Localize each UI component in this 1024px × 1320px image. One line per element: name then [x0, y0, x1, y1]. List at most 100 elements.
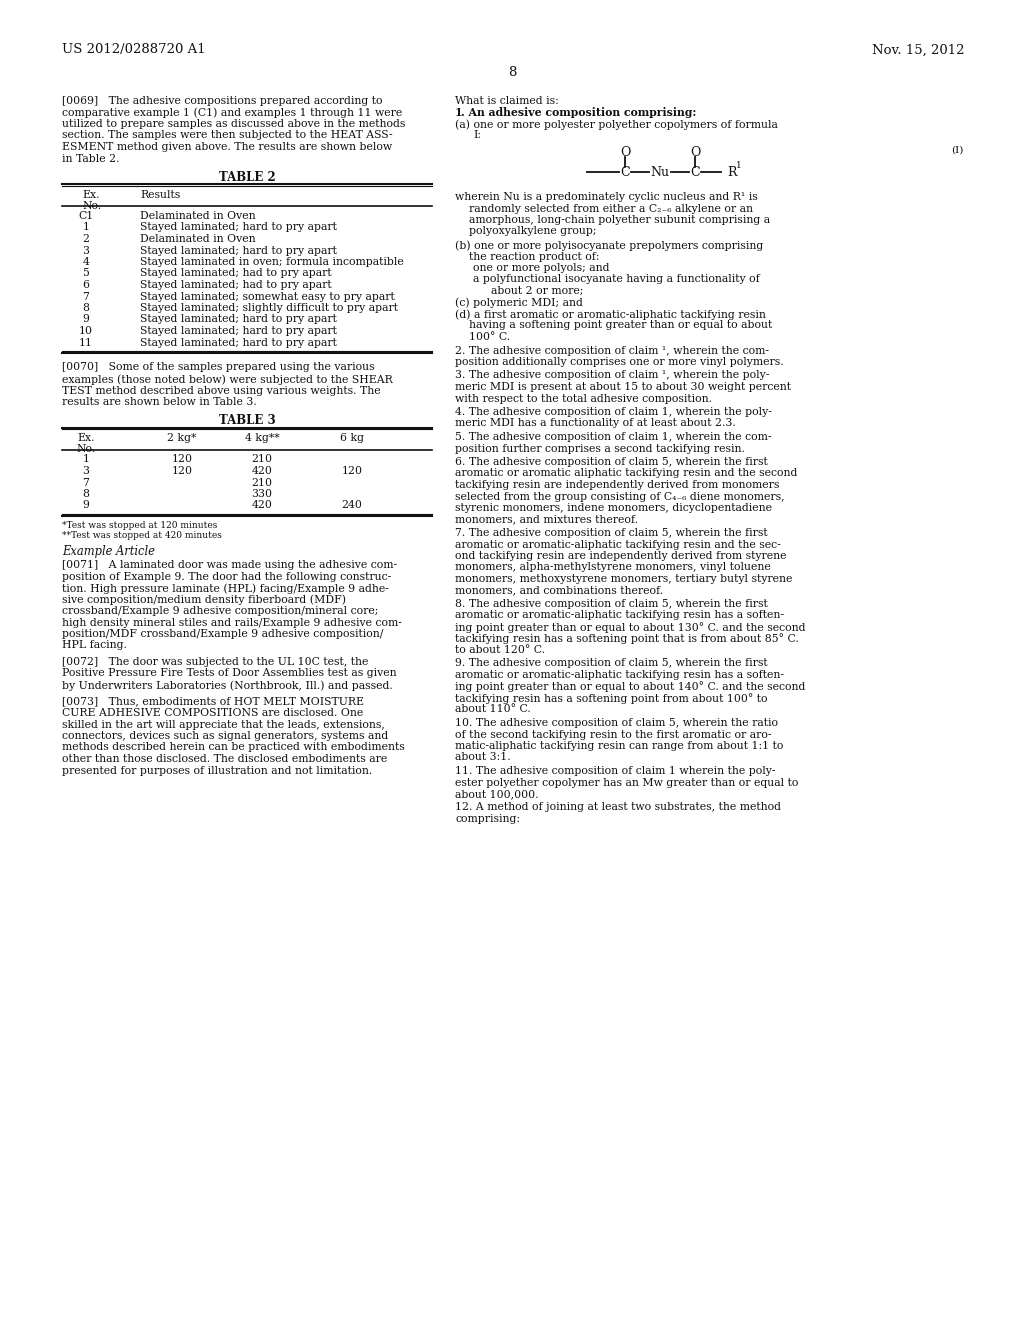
- Text: monomers, alpha-methylstyrene monomers, vinyl toluene: monomers, alpha-methylstyrene monomers, …: [455, 562, 771, 573]
- Text: methods described herein can be practiced with embodiments: methods described herein can be practice…: [62, 742, 404, 752]
- Text: US 2012/0288720 A1: US 2012/0288720 A1: [62, 44, 206, 57]
- Text: Stayed laminated; hard to pry apart: Stayed laminated; hard to pry apart: [140, 314, 337, 325]
- Text: I:: I:: [473, 131, 481, 140]
- Text: monomers, and mixtures thereof.: monomers, and mixtures thereof.: [455, 515, 638, 524]
- Text: 4. The adhesive composition of claim 1, wherein the poly-: 4. The adhesive composition of claim 1, …: [455, 407, 772, 417]
- Text: HPL facing.: HPL facing.: [62, 640, 127, 651]
- Text: 8: 8: [508, 66, 516, 78]
- Text: 240: 240: [342, 500, 362, 511]
- Text: aromatic or aromatic-aliphatic tackifying resin has a soften-: aromatic or aromatic-aliphatic tackifyin…: [455, 610, 784, 620]
- Text: position further comprises a second tackifying resin.: position further comprises a second tack…: [455, 444, 744, 454]
- Text: Delaminated in Oven: Delaminated in Oven: [140, 211, 256, 220]
- Text: 12. A method of joining at least two substrates, the method: 12. A method of joining at least two sub…: [455, 803, 781, 813]
- Text: section. The samples were then subjected to the HEAT ASS-: section. The samples were then subjected…: [62, 131, 392, 140]
- Text: to about 120° C.: to about 120° C.: [455, 645, 545, 655]
- Text: R: R: [727, 165, 736, 178]
- Text: [0069]   The adhesive compositions prepared according to: [0069] The adhesive compositions prepare…: [62, 96, 383, 106]
- Text: the reaction product of:: the reaction product of:: [455, 252, 599, 261]
- Text: styrenic monomers, indene monomers, dicyclopentadiene: styrenic monomers, indene monomers, dicy…: [455, 503, 772, 513]
- Text: TEST method described above using various weights. The: TEST method described above using variou…: [62, 385, 381, 396]
- Text: Stayed laminated; hard to pry apart: Stayed laminated; hard to pry apart: [140, 223, 337, 232]
- Text: by Underwriters Laboratories (Northbrook, Ill.) and passed.: by Underwriters Laboratories (Northbrook…: [62, 680, 393, 690]
- Text: ond tackifying resin are independently derived from styrene: ond tackifying resin are independently d…: [455, 550, 786, 561]
- Text: 2 kg*: 2 kg*: [167, 433, 197, 444]
- Text: 1: 1: [736, 161, 741, 170]
- Text: ESMENT method given above. The results are shown below: ESMENT method given above. The results a…: [62, 143, 392, 152]
- Text: (b) one or more polyisocyanate prepolymers comprising: (b) one or more polyisocyanate prepolyme…: [455, 240, 763, 251]
- Text: (I): (I): [950, 147, 963, 154]
- Text: 11. The adhesive composition of claim 1 wherein the poly-: 11. The adhesive composition of claim 1 …: [455, 766, 775, 776]
- Text: ing point greater than or equal to about 140° C. and the second: ing point greater than or equal to about…: [455, 681, 805, 693]
- Text: position/MDF crossband/Example 9 adhesive composition/: position/MDF crossband/Example 9 adhesiv…: [62, 630, 383, 639]
- Text: matic-aliphatic tackifying resin can range from about 1:1 to: matic-aliphatic tackifying resin can ran…: [455, 741, 783, 751]
- Text: 3: 3: [83, 246, 89, 256]
- Text: of the second tackifying resin to the first aromatic or aro-: of the second tackifying resin to the fi…: [455, 730, 771, 739]
- Text: 210: 210: [252, 478, 272, 487]
- Text: 7: 7: [83, 478, 89, 487]
- Text: position additionally comprises one or more vinyl polymers.: position additionally comprises one or m…: [455, 356, 783, 367]
- Text: TABLE 2: TABLE 2: [219, 172, 275, 183]
- Text: O: O: [620, 145, 630, 158]
- Text: 4: 4: [83, 257, 89, 267]
- Text: CURE ADHESIVE COMPOSITIONS are disclosed. One: CURE ADHESIVE COMPOSITIONS are disclosed…: [62, 708, 364, 718]
- Text: [0072]   The door was subjected to the UL 10C test, the: [0072] The door was subjected to the UL …: [62, 657, 369, 667]
- Text: about 3:1.: about 3:1.: [455, 752, 511, 763]
- Text: (a) one or more polyester polyether copolymers of formula: (a) one or more polyester polyether copo…: [455, 119, 778, 129]
- Text: 5: 5: [83, 268, 89, 279]
- Text: 7. The adhesive composition of claim 5, wherein the first: 7. The adhesive composition of claim 5, …: [455, 528, 768, 539]
- Text: about 110° C.: about 110° C.: [455, 705, 530, 714]
- Text: Ex.: Ex.: [77, 433, 95, 444]
- Text: Delaminated in Oven: Delaminated in Oven: [140, 234, 256, 244]
- Text: 100° C.: 100° C.: [455, 333, 510, 342]
- Text: sive composition/medium density fiberboard (MDF): sive composition/medium density fiberboa…: [62, 594, 346, 605]
- Text: 5. The adhesive composition of claim 1, wherein the com-: 5. The adhesive composition of claim 1, …: [455, 432, 771, 442]
- Text: [0073]   Thus, embodiments of HOT MELT MOISTURE: [0073] Thus, embodiments of HOT MELT MOI…: [62, 697, 364, 706]
- Text: 8: 8: [83, 304, 89, 313]
- Text: 4 kg**: 4 kg**: [245, 433, 280, 444]
- Text: other than those disclosed. The disclosed embodiments are: other than those disclosed. The disclose…: [62, 754, 387, 764]
- Text: about 100,000.: about 100,000.: [455, 789, 539, 799]
- Text: 120: 120: [341, 466, 362, 477]
- Text: 6 kg: 6 kg: [340, 433, 364, 444]
- Text: Example Article: Example Article: [62, 545, 155, 558]
- Text: (c) polymeric MDI; and: (c) polymeric MDI; and: [455, 297, 583, 308]
- Text: 9: 9: [83, 314, 89, 325]
- Text: monomers, methoxystyrene monomers, tertiary butyl styrene: monomers, methoxystyrene monomers, terti…: [455, 574, 793, 583]
- Text: Ex.: Ex.: [82, 190, 99, 199]
- Text: results are shown below in Table 3.: results are shown below in Table 3.: [62, 397, 257, 407]
- Text: 1: 1: [455, 107, 463, 119]
- Text: examples (those noted below) were subjected to the SHEAR: examples (those noted below) were subjec…: [62, 374, 393, 384]
- Text: 6. The adhesive composition of claim 5, wherein the first: 6. The adhesive composition of claim 5, …: [455, 457, 768, 467]
- Text: Nov. 15, 2012: Nov. 15, 2012: [872, 44, 965, 57]
- Text: No.: No.: [77, 445, 95, 454]
- Text: Stayed laminated; somewhat easy to pry apart: Stayed laminated; somewhat easy to pry a…: [140, 292, 394, 301]
- Text: tion. High pressure laminate (HPL) facing/Example 9 adhe-: tion. High pressure laminate (HPL) facin…: [62, 583, 389, 594]
- Text: 6: 6: [83, 280, 89, 290]
- Text: *Test was stopped at 120 minutes: *Test was stopped at 120 minutes: [62, 521, 217, 531]
- Text: 1: 1: [83, 454, 89, 465]
- Text: comparative example 1 (C1) and examples 1 through 11 were: comparative example 1 (C1) and examples …: [62, 107, 402, 117]
- Text: one or more polyols; and: one or more polyols; and: [473, 263, 609, 273]
- Text: monomers, and combinations thereof.: monomers, and combinations thereof.: [455, 586, 664, 595]
- Text: about 2 or more;: about 2 or more;: [490, 286, 584, 296]
- Text: Stayed laminated; had to pry apart: Stayed laminated; had to pry apart: [140, 280, 332, 290]
- Text: comprising:: comprising:: [455, 814, 520, 824]
- Text: high density mineral stiles and rails/Example 9 adhesive com-: high density mineral stiles and rails/Ex…: [62, 618, 401, 627]
- Text: TABLE 3: TABLE 3: [219, 414, 275, 428]
- Text: having a softening point greater than or equal to about: having a softening point greater than or…: [455, 321, 772, 330]
- Text: 3. The adhesive composition of claim ¹, wherein the poly-: 3. The adhesive composition of claim ¹, …: [455, 371, 769, 380]
- Text: wherein Nu is a predominately cyclic nucleus and R¹ is: wherein Nu is a predominately cyclic nuc…: [455, 191, 758, 202]
- Text: O: O: [690, 145, 700, 158]
- Text: 8. The adhesive composition of claim 5, wherein the first: 8. The adhesive composition of claim 5, …: [455, 599, 768, 609]
- Text: 3: 3: [83, 466, 89, 477]
- Text: 210: 210: [252, 454, 272, 465]
- Text: What is claimed is:: What is claimed is:: [455, 96, 559, 106]
- Text: Stayed laminated; hard to pry apart: Stayed laminated; hard to pry apart: [140, 338, 337, 347]
- Text: 1: 1: [83, 223, 89, 232]
- Text: tackifying resin has a softening point that is from about 85° C.: tackifying resin has a softening point t…: [455, 634, 799, 644]
- Text: Stayed laminated; hard to pry apart: Stayed laminated; hard to pry apart: [140, 246, 337, 256]
- Text: 7: 7: [83, 292, 89, 301]
- Text: 420: 420: [252, 500, 272, 511]
- Text: a polyfunctional isocyanate having a functionality of: a polyfunctional isocyanate having a fun…: [473, 275, 760, 285]
- Text: [0071]   A laminated door was made using the adhesive com-: [0071] A laminated door was made using t…: [62, 560, 397, 570]
